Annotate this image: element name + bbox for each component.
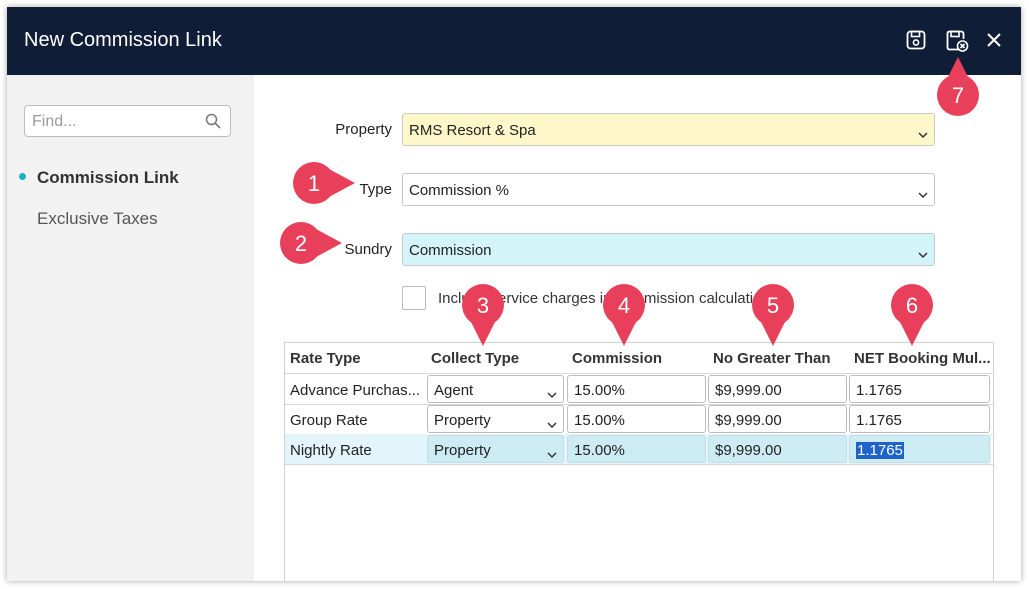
- collect-type-select[interactable]: Agent: [427, 375, 564, 403]
- annotation-number: 5: [766, 293, 780, 318]
- save-close-icon[interactable]: [945, 29, 969, 53]
- collect-type-value: Agent: [434, 382, 474, 399]
- net-booking-mul-input[interactable]: 1.1765: [849, 405, 990, 433]
- annotation-number: 4: [617, 293, 631, 318]
- commission-input[interactable]: 15.00%: [567, 435, 706, 463]
- rate-grid: Rate Type Collect Type Commission No Gre…: [284, 342, 994, 581]
- property-value: RMS Resort & Spa: [409, 122, 536, 139]
- net-booking-mul-value: 1.1765: [856, 382, 902, 399]
- sidebar-item-commission-link[interactable]: Commission Link: [37, 168, 179, 187]
- rate-type-cell: Advance Purchas...: [290, 382, 421, 399]
- find-field[interactable]: [24, 105, 231, 137]
- annotation-badge-6: 6: [889, 282, 949, 346]
- save-icon[interactable]: [905, 29, 929, 53]
- header-net-booking-mul[interactable]: NET Booking Mul...: [854, 350, 991, 367]
- dialog-title: New Commission Link: [24, 29, 222, 51]
- sundry-select[interactable]: Commission: [402, 233, 935, 266]
- annotation-number: 3: [476, 293, 490, 318]
- annotation-badge-2: 2: [278, 220, 342, 280]
- no-greater-than-value: $9,999.00: [715, 382, 782, 399]
- row-divider: [285, 404, 993, 405]
- commission-input[interactable]: 15.00%: [567, 375, 706, 403]
- sundry-label: Sundry: [344, 241, 392, 258]
- annotation-badge-3: 3: [460, 282, 520, 346]
- table-row[interactable]: Group Rate Property 15.00% $9,999.00 1.1…: [285, 404, 991, 434]
- net-booking-mul-input[interactable]: 1.1765: [849, 375, 990, 403]
- collect-type-select[interactable]: Property: [427, 405, 564, 433]
- collect-type-value: Property: [434, 412, 491, 429]
- no-greater-than-input[interactable]: $9,999.00: [708, 405, 847, 433]
- net-booking-mul-selected-text[interactable]: 1.1765: [856, 442, 904, 459]
- chevron-down-icon: [918, 126, 928, 143]
- chevron-down-icon: [918, 246, 928, 263]
- annotation-number: 7: [951, 83, 965, 108]
- active-indicator-dot: [19, 173, 26, 180]
- no-greater-than-input[interactable]: $9,999.00: [708, 435, 847, 463]
- main-form: Property RMS Resort & Spa Type Commissio…: [254, 75, 1021, 581]
- commission-input[interactable]: 15.00%: [567, 405, 706, 433]
- annotation-badge-4: 4: [601, 282, 661, 346]
- find-input[interactable]: [30, 112, 204, 132]
- row-divider: [285, 464, 993, 465]
- header-rate-type[interactable]: Rate Type: [290, 350, 361, 367]
- rate-type-cell: Group Rate: [290, 412, 368, 429]
- annotation-badge-7: 7: [935, 55, 995, 116]
- chevron-down-icon: [547, 446, 557, 463]
- close-icon[interactable]: [983, 29, 1007, 53]
- commission-value: 15.00%: [574, 382, 625, 399]
- net-booking-mul-input[interactable]: 1.1765: [849, 435, 990, 463]
- type-value: Commission %: [409, 182, 510, 199]
- header-commission[interactable]: Commission: [572, 350, 663, 367]
- annotation-number: 6: [905, 293, 919, 318]
- property-label: Property: [335, 121, 392, 138]
- no-greater-than-value: $9,999.00: [715, 442, 782, 459]
- annotation-number: 1: [307, 171, 321, 196]
- include-service-charges-checkbox[interactable]: [402, 286, 426, 310]
- annotation-number: 2: [294, 231, 308, 256]
- commission-value: 15.00%: [574, 442, 625, 459]
- sidebar-item-exclusive-taxes[interactable]: Exclusive Taxes: [37, 209, 158, 228]
- sidebar: Commission Link Exclusive Taxes: [7, 75, 254, 581]
- rate-type-cell: Nightly Rate: [290, 442, 372, 459]
- sundry-value: Commission: [409, 242, 492, 259]
- annotation-badge-5: 5: [750, 282, 810, 346]
- table-row[interactable]: Advance Purchas... Agent 15.00% $9,999.0…: [285, 374, 991, 404]
- chevron-down-icon: [547, 416, 557, 433]
- collect-type-value: Property: [434, 442, 491, 459]
- property-select[interactable]: RMS Resort & Spa: [402, 113, 935, 146]
- header-no-greater-than[interactable]: No Greater Than: [713, 350, 831, 367]
- type-label: Type: [359, 181, 392, 198]
- no-greater-than-value: $9,999.00: [715, 412, 782, 429]
- include-service-charges-label: Include service charges in commission ca…: [438, 290, 770, 307]
- row-divider: [285, 373, 993, 374]
- search-icon[interactable]: [205, 113, 221, 134]
- annotation-badge-1: 1: [291, 160, 355, 220]
- collect-type-select[interactable]: Property: [427, 435, 564, 463]
- chevron-down-icon: [918, 186, 928, 203]
- header-collect-type[interactable]: Collect Type: [431, 350, 520, 367]
- title-bar: New Commission Link: [7, 7, 1021, 75]
- table-row-selected[interactable]: Nightly Rate Property 15.00% $9,999.00 1…: [285, 434, 991, 464]
- net-booking-mul-value: 1.1765: [856, 412, 902, 429]
- commission-value: 15.00%: [574, 412, 625, 429]
- chevron-down-icon: [547, 386, 557, 403]
- dialog-window: New Commission Link Commission Link Excl…: [7, 7, 1021, 581]
- type-select[interactable]: Commission %: [402, 173, 935, 206]
- no-greater-than-input[interactable]: $9,999.00: [708, 375, 847, 403]
